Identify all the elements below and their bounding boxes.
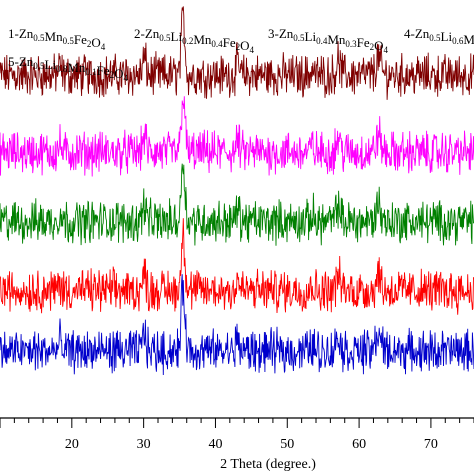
legend-label-2: 2-Zn0.5Li0.2Mn0.4Fe2O4 xyxy=(134,26,255,55)
series-line-3 xyxy=(0,163,474,246)
legend-label-5: 5-Zn0.5Li0.8Mn0.1Fe2O4 xyxy=(8,54,129,83)
legend-label-1: 1-Zn0.5Mn0.5Fe2O4 xyxy=(8,26,106,52)
x-tick-label: 50 xyxy=(280,437,294,452)
xrd-traces xyxy=(0,6,474,376)
series-line-5 xyxy=(0,274,474,376)
x-tick-label: 60 xyxy=(352,437,366,452)
x-tick-label: 30 xyxy=(137,437,151,452)
x-axis-title: 2 Theta (degree.) xyxy=(220,457,316,472)
x-tick-label: 40 xyxy=(208,437,222,452)
x-tick-label: 70 xyxy=(424,437,438,452)
series-line-4 xyxy=(0,218,474,315)
legend-label-3: 3-Zn0.5Li0.4Mn0.3Fe2O4 xyxy=(268,26,389,55)
x-tick-label: 20 xyxy=(65,437,79,452)
legend-label-4: 4-Zn0.5Li0.6M xyxy=(404,26,474,47)
legend: 1-Zn0.5Mn0.5Fe2O4 2-Zn0.5Li0.2Mn0.4Fe2O4 3… xyxy=(8,26,474,83)
x-axis-ticks: 20 30 40 50 60 70 xyxy=(0,418,474,452)
series-line-1 xyxy=(0,6,474,100)
series-line-2 xyxy=(0,96,474,177)
